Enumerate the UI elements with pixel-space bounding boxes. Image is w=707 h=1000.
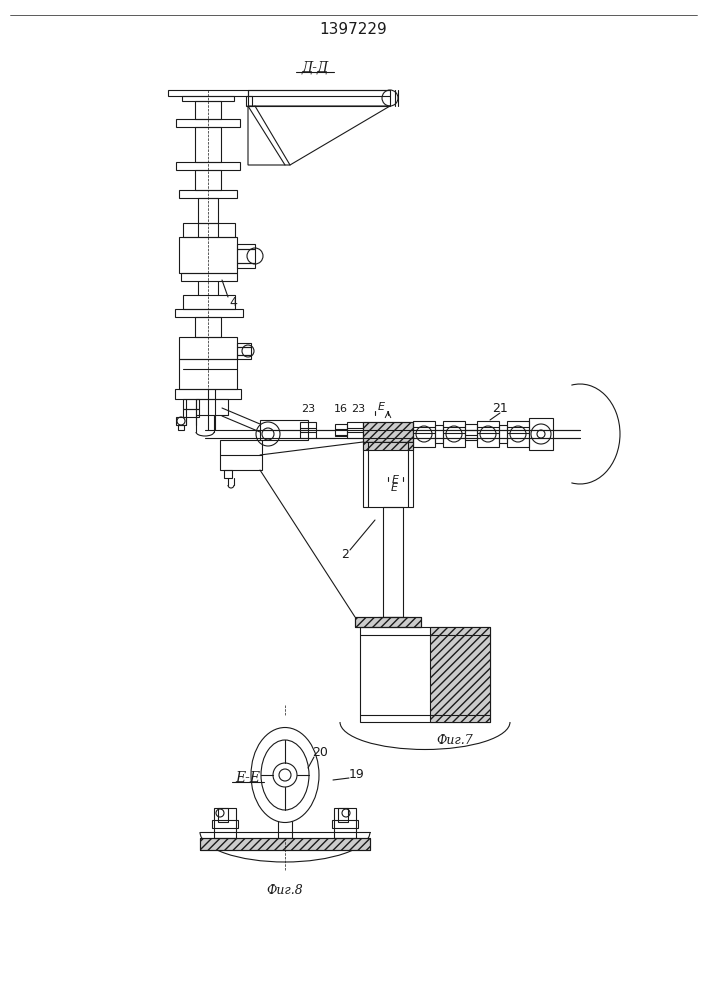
Bar xyxy=(413,421,435,447)
Text: 19: 19 xyxy=(349,768,365,782)
Text: E: E xyxy=(392,475,399,485)
Bar xyxy=(360,627,490,722)
Ellipse shape xyxy=(261,740,309,810)
Text: 21: 21 xyxy=(492,401,508,414)
Bar xyxy=(183,399,199,409)
Bar xyxy=(383,507,403,617)
Text: Д-Д: Д-Д xyxy=(301,61,329,75)
Bar xyxy=(363,422,413,442)
Bar xyxy=(355,617,421,627)
Bar xyxy=(179,359,237,389)
Bar xyxy=(218,808,228,822)
Bar xyxy=(224,470,232,478)
Bar xyxy=(465,424,477,440)
Text: Фиг.7: Фиг.7 xyxy=(437,734,474,746)
Bar xyxy=(278,808,292,838)
Bar xyxy=(246,96,252,106)
Bar xyxy=(179,190,237,198)
Bar xyxy=(363,442,413,450)
Bar xyxy=(196,399,228,415)
Bar xyxy=(200,838,370,850)
Bar xyxy=(338,808,348,822)
Bar xyxy=(182,96,234,101)
Bar xyxy=(179,337,237,359)
Bar xyxy=(168,90,248,96)
Bar xyxy=(332,820,358,828)
Bar xyxy=(507,421,529,447)
Bar xyxy=(363,442,413,507)
Bar xyxy=(198,198,218,223)
Bar xyxy=(499,425,507,443)
Bar xyxy=(237,263,255,268)
Bar xyxy=(355,617,421,627)
Text: 23: 23 xyxy=(301,404,315,414)
Bar xyxy=(181,273,237,281)
Text: E: E xyxy=(390,483,397,493)
Text: Фиг.8: Фиг.8 xyxy=(267,884,303,896)
Text: 2: 2 xyxy=(341,548,349,562)
Bar xyxy=(477,421,499,447)
Bar xyxy=(237,343,251,347)
Bar xyxy=(300,422,316,438)
Bar xyxy=(430,627,490,722)
Bar xyxy=(248,90,390,106)
Bar xyxy=(443,421,465,447)
Bar xyxy=(183,295,235,309)
Circle shape xyxy=(273,763,297,787)
Bar xyxy=(237,249,255,263)
Ellipse shape xyxy=(251,728,319,822)
Bar xyxy=(260,420,308,440)
Bar xyxy=(176,417,186,425)
Text: 16: 16 xyxy=(334,404,348,414)
Bar xyxy=(183,223,235,237)
Bar xyxy=(237,355,251,359)
Text: 20: 20 xyxy=(312,746,328,758)
Bar xyxy=(195,170,221,190)
Bar xyxy=(335,424,347,436)
Bar xyxy=(435,425,443,443)
Text: 4: 4 xyxy=(229,296,237,308)
Bar xyxy=(363,422,413,442)
Bar xyxy=(212,820,238,828)
Bar xyxy=(214,808,236,838)
Text: Е-Е: Е-Е xyxy=(235,771,260,785)
Bar xyxy=(176,162,240,170)
Bar xyxy=(178,425,184,430)
Bar xyxy=(237,347,251,355)
Bar xyxy=(183,409,199,417)
Bar xyxy=(179,237,237,273)
Bar xyxy=(175,389,241,399)
Bar xyxy=(195,317,221,337)
Bar xyxy=(220,440,262,470)
Bar xyxy=(334,808,356,838)
Text: 23: 23 xyxy=(351,404,365,414)
Bar xyxy=(195,101,221,119)
Bar xyxy=(175,309,243,317)
Bar xyxy=(195,127,221,162)
Text: 1397229: 1397229 xyxy=(319,22,387,37)
Bar xyxy=(200,838,370,850)
Text: E: E xyxy=(378,402,385,412)
Bar xyxy=(237,244,255,249)
Bar xyxy=(176,119,240,127)
Bar xyxy=(347,422,363,438)
Bar xyxy=(529,418,553,450)
